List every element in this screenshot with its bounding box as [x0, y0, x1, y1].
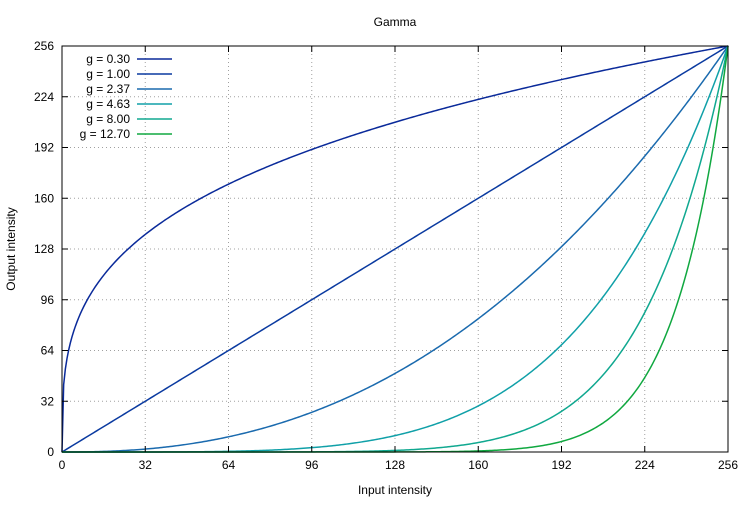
x-tick-label: 32	[139, 458, 153, 472]
y-tick-label: 0	[47, 445, 54, 459]
x-tick-label: 0	[59, 458, 66, 472]
y-tick-label: 160	[34, 191, 54, 205]
legend-label: g = 2.37	[86, 82, 130, 96]
series-line-2	[62, 45, 729, 453]
x-tick-label: 128	[385, 458, 405, 472]
y-tick-label: 192	[34, 141, 54, 155]
y-tick-label: 128	[34, 242, 54, 256]
chart-title: Gamma	[374, 15, 417, 29]
legend-label: g = 8.00	[86, 112, 130, 126]
x-tick-label: 224	[635, 458, 655, 472]
x-tick-label: 160	[468, 458, 488, 472]
y-tick-label: 256	[34, 39, 54, 53]
y-tick-label: 64	[41, 344, 55, 358]
series-line-0	[61, 45, 729, 453]
y-axis-label: Output intensity	[4, 207, 18, 290]
axes: 0 32 64 96 128 160 192 224 256 0 32 64 96 128 160 192 22…	[34, 39, 738, 472]
legend-label: g = 1.00	[86, 67, 130, 81]
x-tick-label: 192	[551, 458, 571, 472]
x-tick-label: 96	[305, 458, 319, 472]
legend-label: g = 0.30	[86, 52, 130, 66]
x-tick-label: 64	[222, 458, 236, 472]
y-tick-label: 96	[41, 293, 55, 307]
y-tick-label: 32	[41, 394, 55, 408]
series-line-1	[61, 45, 729, 453]
x-tick-label: 256	[718, 458, 738, 472]
x-axis-label: Input intensity	[358, 483, 432, 497]
legend-label: g = 4.63	[86, 97, 130, 111]
legend-label: g = 12.70	[80, 127, 131, 141]
legend: g = 0.30g = 1.00g = 2.37g = 4.63g = 8.00…	[80, 52, 172, 141]
y-tick-label: 224	[34, 90, 54, 104]
